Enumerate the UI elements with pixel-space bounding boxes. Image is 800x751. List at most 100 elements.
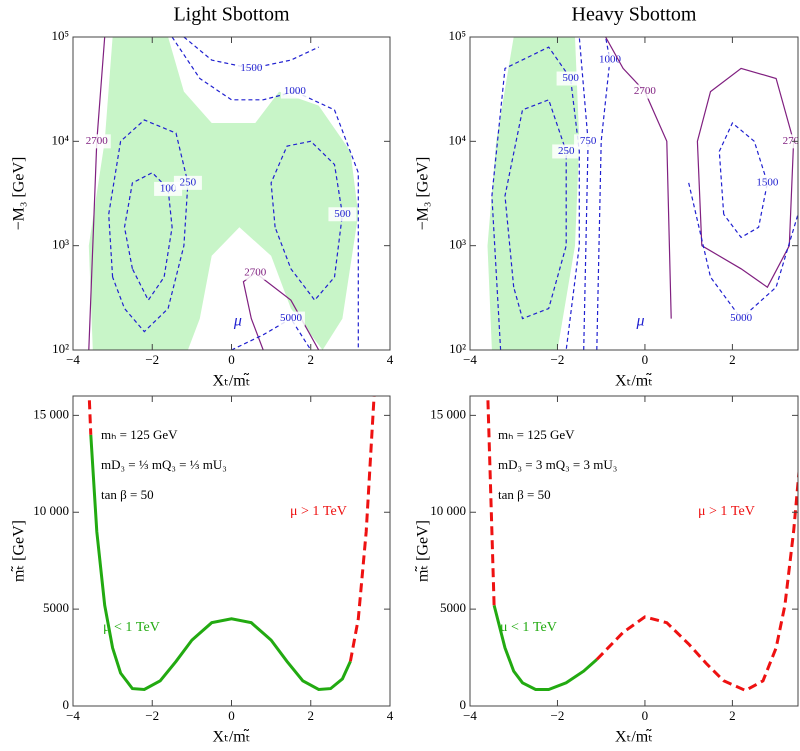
annotation: tan β = 50 bbox=[498, 487, 551, 502]
contour-line bbox=[171, 37, 359, 350]
x-tick-label: 0 bbox=[228, 352, 235, 367]
contour-label: 2700 bbox=[783, 135, 800, 147]
y-tick-label: 5000 bbox=[440, 600, 466, 615]
contour-label: 1000 bbox=[284, 85, 307, 97]
y-tick-label: 10 000 bbox=[430, 503, 466, 518]
x-tick-label: −2 bbox=[145, 352, 159, 367]
x-axis-label: Xₜ/mₜ̃ bbox=[213, 373, 251, 390]
contour-line bbox=[696, 67, 795, 289]
x-tick-label: −4 bbox=[66, 708, 80, 723]
y-axis-label: −M₃ [GeV] bbox=[415, 157, 432, 231]
y-tick-label: 10⁵ bbox=[448, 28, 466, 43]
y-tick-label: 10⁵ bbox=[51, 28, 69, 43]
contour-line bbox=[596, 37, 611, 350]
x-tick-label: 0 bbox=[642, 708, 649, 723]
y-tick-label: 15 000 bbox=[430, 406, 466, 421]
curve bbox=[486, 396, 798, 693]
contour-label: 5000 bbox=[280, 312, 303, 324]
y-tick-label: 0 bbox=[63, 697, 70, 712]
contour-label: 1000 bbox=[599, 54, 622, 66]
annotation: tan β = 50 bbox=[101, 487, 154, 502]
series-label: μ > 1 TeV bbox=[698, 504, 755, 519]
contour-line bbox=[88, 37, 106, 350]
contour-label: 250 bbox=[558, 145, 575, 157]
x-tick-label: −2 bbox=[551, 708, 565, 723]
plot-area bbox=[87, 396, 376, 692]
chart-title: Heavy Sbottom bbox=[572, 4, 697, 26]
plot-area bbox=[486, 396, 798, 693]
y-tick-label: 0 bbox=[460, 697, 467, 712]
contour-label: 2700 bbox=[244, 266, 267, 278]
contour-label: 2700 bbox=[634, 85, 657, 97]
y-tick-label: 10⁴ bbox=[51, 132, 69, 147]
y-tick-label: 15 000 bbox=[33, 406, 69, 421]
contour-label: 500 bbox=[562, 72, 579, 84]
y-axis-label: −M₃ [GeV] bbox=[11, 157, 28, 231]
x-axis-label: Xₜ/mₜ̃ bbox=[213, 729, 251, 746]
contour-label: 1500 bbox=[756, 176, 779, 188]
y-tick-label: 5000 bbox=[43, 600, 69, 615]
contour-label: 100 bbox=[160, 182, 177, 194]
contour-label: 500 bbox=[334, 208, 351, 220]
annotation: mₕ = 125 GeV bbox=[101, 427, 178, 442]
y-tick-label: 10² bbox=[449, 341, 466, 356]
x-tick-label: 4 bbox=[387, 352, 394, 367]
x-tick-label: 4 bbox=[387, 708, 394, 723]
x-tick-label: −4 bbox=[463, 352, 477, 367]
x-tick-label: −2 bbox=[145, 708, 159, 723]
y-axis-label: mₜ̃ [GeV] bbox=[415, 520, 432, 582]
contour-label: 1500 bbox=[240, 62, 263, 74]
chart-title: Light Sbottom bbox=[173, 4, 290, 26]
y-tick-label: 10³ bbox=[449, 237, 466, 252]
contour-line bbox=[688, 182, 798, 320]
curve bbox=[89, 434, 352, 692]
contour-label: 750 bbox=[580, 135, 597, 147]
contour-line bbox=[183, 37, 319, 70]
y-tick-label: 10² bbox=[52, 341, 69, 356]
contour-label: 5000 bbox=[730, 312, 753, 324]
x-tick-label: −2 bbox=[551, 352, 565, 367]
x-tick-label: 0 bbox=[642, 352, 649, 367]
y-tick-label: 10⁴ bbox=[448, 132, 466, 147]
contour-line bbox=[231, 317, 312, 350]
panel: 250 500 750 1000 1500 2700 2700 5000 μ −4 −2 0 2 10² 1… bbox=[415, 4, 800, 390]
series-label: μ > 1 TeV bbox=[290, 504, 347, 519]
series-label: μ < 1 TeV bbox=[500, 620, 557, 635]
contour-label: 250 bbox=[180, 176, 197, 188]
x-tick-label: −4 bbox=[463, 708, 477, 723]
contour-line bbox=[123, 171, 173, 302]
y-axis-label: mₜ̃ [GeV] bbox=[11, 520, 28, 582]
x-axis-label: Xₜ/mₜ̃ bbox=[615, 729, 653, 746]
contour-line bbox=[605, 37, 672, 319]
x-axis-label: Xₜ/mₜ̃ bbox=[615, 373, 653, 390]
region bbox=[487, 37, 580, 350]
contour-line bbox=[270, 140, 344, 302]
frame bbox=[469, 395, 799, 707]
annotation: μ bbox=[233, 313, 242, 330]
curve bbox=[492, 604, 598, 691]
annotation: mD₃ = 3 mQ₃ = 3 mU₃ bbox=[498, 457, 617, 472]
x-tick-label: −4 bbox=[66, 352, 80, 367]
annotation: mₕ = 125 GeV bbox=[498, 427, 575, 442]
panel: μ < 1 TeV μ > 1 TeV mₕ = 125 GeV mD₃ = 3 mQ… bbox=[415, 395, 799, 746]
x-tick-label: 2 bbox=[729, 708, 736, 723]
annotation: μ bbox=[636, 313, 645, 330]
contour-label: 2700 bbox=[86, 135, 109, 147]
x-tick-label: 2 bbox=[308, 708, 315, 723]
curve bbox=[87, 396, 376, 662]
y-tick-label: 10 000 bbox=[33, 503, 69, 518]
plot-area: 250 500 750 1000 1500 2700 2700 5000 bbox=[487, 37, 800, 350]
series-label: μ < 1 TeV bbox=[103, 620, 160, 635]
x-tick-label: 0 bbox=[228, 708, 235, 723]
contour-line bbox=[491, 46, 580, 350]
y-tick-label: 10³ bbox=[52, 237, 69, 252]
annotation: mD₃ = ⅓ mQ₃ = ⅓ mU₃ bbox=[101, 457, 227, 472]
frame bbox=[469, 36, 799, 351]
region bbox=[88, 37, 359, 350]
x-tick-label: 2 bbox=[729, 352, 736, 367]
frame bbox=[72, 395, 391, 707]
x-tick-label: 2 bbox=[308, 352, 315, 367]
